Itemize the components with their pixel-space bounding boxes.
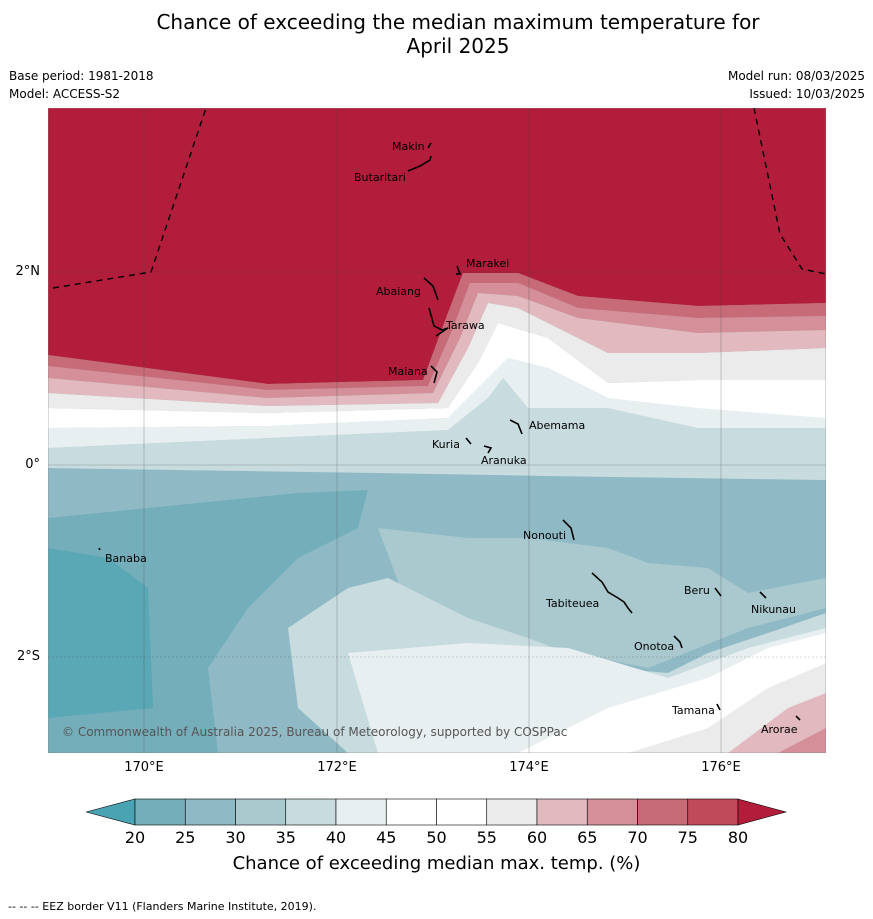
colorbar-cell: [637, 798, 689, 826]
place-arorae: Arorae: [761, 723, 798, 736]
colorbar-cell: [134, 798, 186, 826]
eez-footnote: -- -- -- EEZ border V11 (Flanders Marine…: [8, 900, 317, 913]
colorbar-cell: [235, 798, 287, 826]
colorbar-label: Chance of exceeding median max. temp. (%…: [232, 853, 641, 874]
lon-label-174e: 174°E: [509, 760, 549, 775]
colorbar-tick-label: 80: [727, 828, 749, 847]
colorbar-tick-label: 20: [124, 828, 146, 847]
band-75-north: [48, 273, 826, 390]
place-beru: Beru: [684, 584, 710, 597]
colorbar-tick-label: 70: [627, 828, 648, 847]
colorbar-cell: [536, 798, 588, 826]
colorbar-tick-label: 55: [476, 828, 497, 847]
band-20: [48, 548, 153, 718]
place-tarawa: Tarawa: [445, 319, 485, 332]
place-abemama: Abemama: [529, 419, 585, 432]
colorbar-cell: [385, 798, 437, 826]
place-labels: Makin Butaritari Marakei Abaiang Tarawa …: [105, 140, 798, 736]
model-name: Model: ACCESS-S2: [9, 87, 121, 101]
chart-title: Chance of exceeding the median maximum t…: [156, 10, 760, 58]
forecast-map: Makin Butaritari Marakei Abaiang Tarawa …: [48, 108, 826, 753]
issued-date: Issued: 10/03/2025: [749, 87, 865, 101]
colorbar-tick-label: 65: [577, 828, 598, 847]
band-65-south: [728, 693, 826, 753]
colorbar-tick-label: 30: [225, 828, 246, 847]
eez-border: [52, 108, 826, 289]
place-marakei: Marakei: [466, 257, 509, 270]
band-50-equator: [48, 323, 826, 428]
place-kuria: Kuria: [432, 438, 460, 451]
copyright-notice: © Commonwealth of Australia 2025, Bureau…: [62, 725, 567, 739]
model-run: Model run: 08/03/2025: [727, 69, 865, 83]
place-makin: Makin: [392, 140, 425, 153]
lat-label-2n: 2°N: [15, 264, 41, 279]
colorbar-cell: [687, 798, 739, 826]
colorbar-cell: [486, 798, 538, 826]
colorbar-tick-label: 25: [175, 828, 196, 847]
colorbar-cell: [184, 798, 236, 826]
colorbar-high-arrow: [737, 798, 788, 826]
place-butaritari: Butaritari: [354, 171, 406, 184]
meta-left: Base period: 1981-2018 Model: ACCESS-S2: [9, 67, 154, 103]
band-60-north: [48, 303, 826, 413]
gridlines: [48, 108, 826, 753]
colorbar-tick-label: 35: [275, 828, 296, 847]
band-above-80: [48, 108, 826, 384]
place-maiana: Maiana: [388, 365, 428, 378]
islands: [98, 142, 801, 721]
place-tamana: Tamana: [671, 704, 715, 717]
colorbar: [86, 798, 788, 826]
band-70-south: [778, 728, 826, 753]
colorbar-tick-label: 40: [325, 828, 347, 847]
lon-label-172e: 172°E: [317, 760, 357, 775]
colorbar-tick-label: 50: [426, 828, 447, 847]
meta-right: Model run: 08/03/2025 Issued: 10/03/2025: [728, 67, 865, 103]
colorbar-tick-label: 45: [376, 828, 397, 847]
lat-label-0: 0°: [25, 457, 40, 472]
colorbar-tick-label: 75: [677, 828, 698, 847]
place-aranuka: Aranuka: [481, 454, 527, 467]
band-65-north: [48, 293, 826, 406]
colorbar-low-arrow: [86, 798, 136, 826]
place-tabiteuea: Tabiteuea: [545, 597, 599, 610]
place-nonouti: Nonouti: [523, 529, 566, 542]
lon-label-170e: 170°E: [124, 760, 164, 775]
colorbar-tick-label: 60: [526, 828, 548, 847]
place-nikunau: Nikunau: [751, 603, 796, 616]
place-abaiang: Abaiang: [376, 285, 421, 298]
band-40-equator: [48, 378, 826, 480]
colorbar-cell: [285, 798, 337, 826]
colorbar-cell: [586, 798, 638, 826]
colorbar-cell: [335, 798, 387, 826]
lon-label-176e: 176°E: [701, 760, 741, 775]
lat-label-2s: 2°S: [16, 649, 40, 664]
place-onotoa: Onotoa: [634, 640, 674, 653]
colorbar-cells: [134, 798, 739, 826]
colorbar-cell: [436, 798, 488, 826]
place-banaba: Banaba: [105, 552, 147, 565]
base-period: Base period: 1981-2018: [9, 69, 154, 83]
